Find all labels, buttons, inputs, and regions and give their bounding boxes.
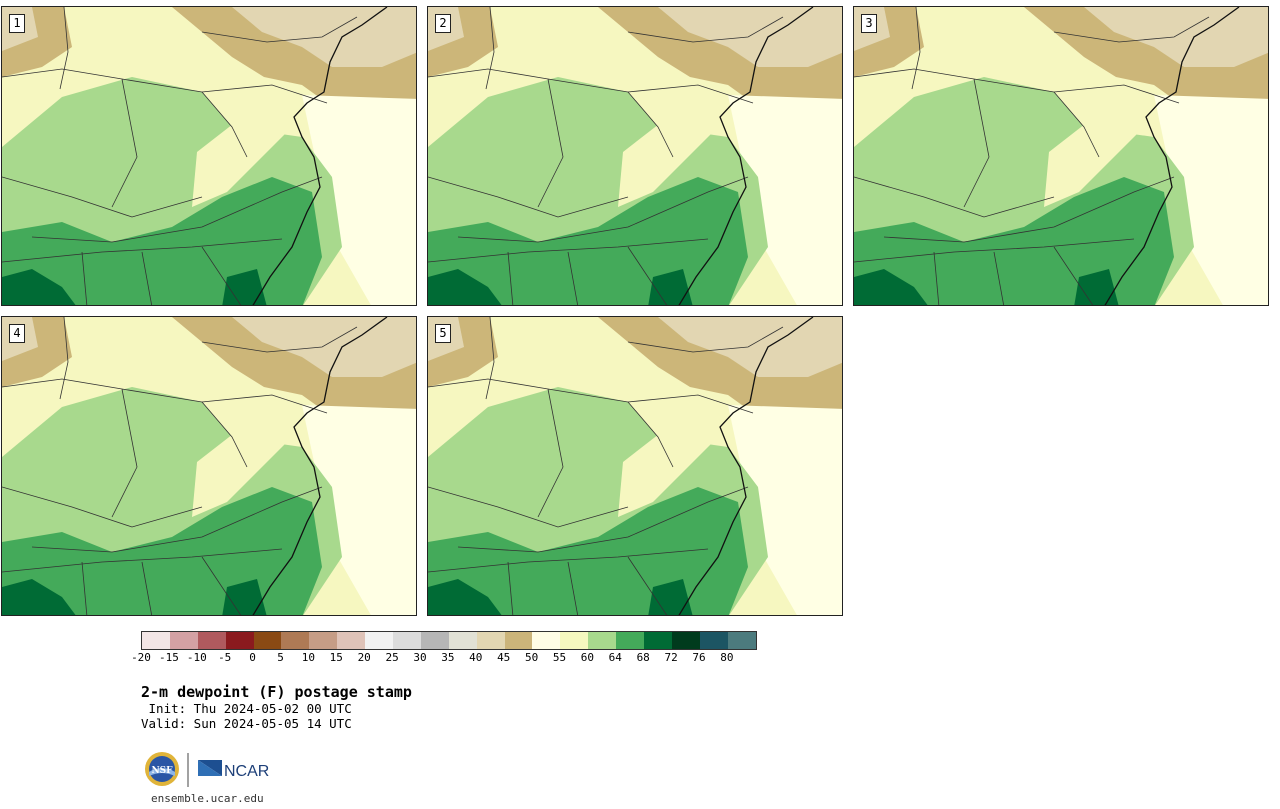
- colorbar-swatch: [281, 632, 310, 649]
- colorbar-swatch: [420, 632, 449, 649]
- colorbar-tick-label: 0: [249, 651, 256, 664]
- colorbar-tick-label: 72: [664, 651, 678, 664]
- dewpoint-map: [2, 317, 416, 615]
- nsf-logo-text: NSF: [151, 766, 173, 776]
- colorbar-swatch: [671, 632, 700, 649]
- colorbar-swatch: [476, 632, 505, 649]
- nsf-logo: NSF: [145, 752, 179, 786]
- colorbar-tick-label: 20: [357, 651, 371, 664]
- colorbar-tick-label: 30: [413, 651, 427, 664]
- colorbar-tick-label: 76: [692, 651, 706, 664]
- dewpoint-map: [428, 7, 842, 305]
- member-number-badge: 5: [435, 324, 451, 343]
- colorbar-swatch: [365, 632, 394, 649]
- colorbar-swatch: [337, 632, 366, 649]
- colorbar-swatch: [309, 632, 338, 649]
- sponsor-logos: NSF NCAR: [145, 752, 269, 787]
- map-panel-2: 2: [427, 6, 843, 306]
- colorbar-tick-label: -5: [218, 651, 232, 664]
- member-number-badge: 3: [861, 14, 877, 33]
- ncar-logo: NCAR: [198, 760, 269, 780]
- colorbar-tick-label: -20: [131, 651, 151, 664]
- member-number-badge: 1: [9, 14, 25, 33]
- colorbar-swatch: [142, 632, 170, 649]
- website-url: ensemble.ucar.edu: [151, 792, 264, 805]
- init-time: Init: Thu 2024-05-02 00 UTC: [141, 701, 352, 716]
- ncar-logo-text: NCAR: [224, 763, 269, 780]
- map-panel-4: 4: [1, 316, 417, 616]
- colorbar-tick-label: 5: [277, 651, 284, 664]
- colorbar-swatch: [169, 632, 198, 649]
- plot-title: 2-m dewpoint (F) postage stamp: [141, 683, 412, 701]
- colorbar-tick-label: 35: [441, 651, 455, 664]
- member-number-badge: 2: [435, 14, 451, 33]
- valid-time: Valid: Sun 2024-05-05 14 UTC: [141, 716, 352, 731]
- colorbar-tick-label: 10: [301, 651, 316, 664]
- colorbar-tick-label: 55: [552, 651, 567, 664]
- colorbar-swatch: [699, 632, 728, 649]
- colorbar-tick-label: 15: [329, 651, 343, 664]
- colorbar-tick-label: 25: [385, 651, 399, 664]
- colorbar-swatch: [504, 632, 533, 649]
- map-panel-3: 3: [853, 6, 1269, 306]
- member-number-badge: 4: [9, 324, 25, 343]
- colorbar-tick-label: 50: [524, 651, 539, 664]
- colorbar-tick-label: 60: [580, 651, 595, 664]
- colorbar-swatch: [197, 632, 226, 649]
- colorbar-tick-label: 40: [469, 651, 483, 664]
- dewpoint-map: [428, 317, 842, 615]
- colorbar-tick-label: 68: [636, 651, 650, 664]
- colorbar-swatch: [253, 632, 282, 649]
- colorbar-swatch: [616, 632, 645, 649]
- map-panel-5: 5: [427, 316, 843, 616]
- colorbar-swatch: [727, 632, 756, 649]
- dewpoint-colorbar: [141, 631, 757, 650]
- colorbar-tick-label: -10: [186, 651, 207, 664]
- colorbar-swatch: [225, 632, 254, 649]
- colorbar-tick-label: 80: [720, 651, 734, 664]
- dewpoint-map: [854, 7, 1268, 305]
- colorbar-swatch: [560, 632, 589, 649]
- colorbar-swatch: [448, 632, 477, 649]
- colorbar-swatch: [644, 632, 672, 649]
- colorbar-swatch: [393, 632, 421, 649]
- colorbar-swatch: [532, 632, 561, 649]
- colorbar-ticks: -20 -15 -10 -5 0 5 10 15 20 25 30 35 40 45 50 55 60 64 68 7…: [131, 651, 761, 665]
- map-panel-1: 1: [1, 6, 417, 306]
- dewpoint-map: [2, 7, 416, 305]
- colorbar-tick-label: 45: [497, 651, 511, 664]
- colorbar-swatch: [588, 632, 617, 649]
- colorbar-tick-label: 64: [608, 651, 622, 664]
- colorbar-tick-label: -15: [158, 651, 179, 664]
